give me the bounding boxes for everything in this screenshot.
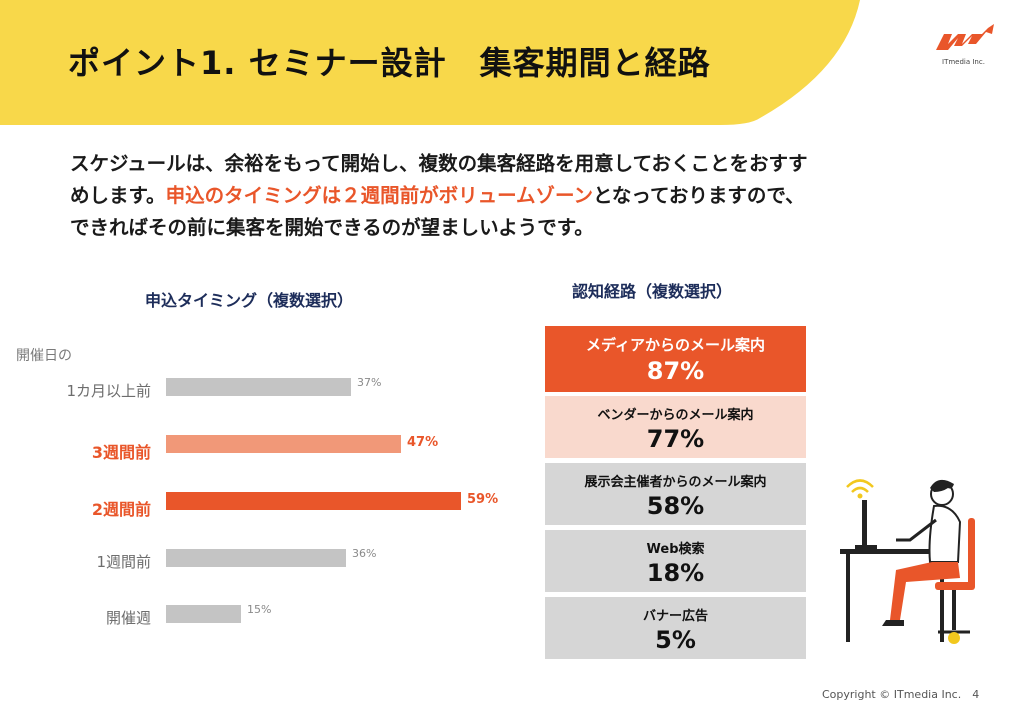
person-at-desk-illustration bbox=[840, 479, 975, 644]
lead-paragraph: スケジュールは、余裕をもって開始し、複数の集客経路を用意しておくことをおすす め… bbox=[70, 148, 970, 244]
bar bbox=[166, 435, 401, 453]
bar-value-label: 37% bbox=[357, 376, 382, 389]
itmedia-logo-icon bbox=[936, 24, 994, 50]
page-title: ポイント1. セミナー設計 集客期間と経路 bbox=[68, 44, 711, 82]
lead-line-3: できればその前に集客を開始できるのが望ましいようです。 bbox=[70, 216, 594, 239]
header-banner bbox=[0, 0, 860, 125]
lead-highlight: 申込のタイミングは２週間前がボリュームゾーン bbox=[165, 184, 594, 207]
bar-value-label: 59% bbox=[467, 492, 499, 507]
channel-label: ベンダーからのメール案内 bbox=[597, 408, 754, 423]
channel-value: 18% bbox=[646, 559, 705, 587]
lead-line-2-b: となっておりますので、 bbox=[593, 184, 805, 207]
bar bbox=[166, 549, 346, 567]
bar bbox=[166, 492, 461, 510]
category-label: 3週間前 bbox=[91, 443, 151, 462]
channel-box: 展示会主催者からのメール案内 58% bbox=[545, 463, 806, 525]
channel-value: 87% bbox=[646, 357, 705, 385]
bar-value-label: 47% bbox=[407, 435, 439, 450]
channel-box: ベンダーからのメール案内 77% bbox=[545, 396, 806, 458]
channel-value: 58% bbox=[646, 492, 705, 520]
channel-label: バナー広告 bbox=[642, 609, 708, 624]
wifi-icon bbox=[846, 479, 874, 493]
channel-label: 展示会主催者からのメール案内 bbox=[584, 475, 767, 490]
page-number: 4 bbox=[972, 688, 980, 701]
channel-label: メディアからのメール案内 bbox=[586, 336, 765, 354]
bar-value-label: 36% bbox=[352, 547, 377, 560]
axis-note: 開催日の bbox=[16, 348, 72, 364]
channel-box: メディアからのメール案内 87% bbox=[545, 326, 806, 392]
channel-value: 5% bbox=[655, 626, 696, 654]
copyright-footer: Copyright © ITmedia Inc. 4 bbox=[822, 686, 979, 702]
bar-value-label: 15% bbox=[247, 603, 272, 616]
category-label: 2週間前 bbox=[91, 500, 151, 519]
channel-box: バナー広告 5% bbox=[545, 597, 806, 659]
bar bbox=[166, 378, 351, 396]
bar bbox=[166, 605, 241, 623]
channel-chart-title: 認知経路（複数選択） bbox=[572, 282, 733, 301]
category-label: 開催週 bbox=[105, 609, 151, 627]
timing-chart-title: 申込タイミング（複数選択） bbox=[145, 291, 354, 310]
lead-line-2-a: めします。 bbox=[70, 184, 166, 207]
channel-label: Web検索 bbox=[646, 542, 705, 557]
channel-box: Web検索 18% bbox=[545, 530, 806, 592]
copyright-text: Copyright © ITmedia Inc. bbox=[822, 688, 962, 701]
channel-value: 77% bbox=[646, 425, 705, 453]
category-label: 1週間前 bbox=[96, 553, 151, 571]
lead-line-1: スケジュールは、余裕をもって開始し、複数の集客経路を用意しておくことをおすす bbox=[70, 152, 808, 175]
lead-line-2: めします。申込のタイミングは２週間前がボリュームゾーンとなっておりますので、 bbox=[70, 180, 970, 212]
logo-text: ITmedia Inc. bbox=[942, 58, 985, 66]
category-label: 1カ月以上前 bbox=[66, 382, 151, 400]
